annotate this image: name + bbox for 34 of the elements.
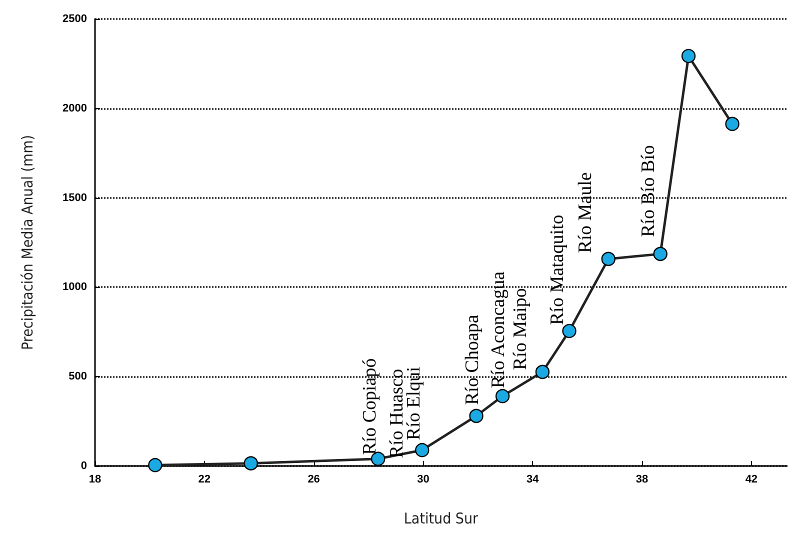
x-tick-label: 34 [526,474,540,486]
point [244,456,258,470]
annotation: Río Mataquito [546,214,568,326]
annotation: Río Copiapó [360,358,381,455]
y-tick-label: 1000 [62,281,87,294]
x-tick-label: 18 [88,474,102,486]
annotation: Río Choapa [462,314,483,405]
point [469,408,484,424]
annotation: Río Aconcagua [488,270,510,388]
y-tick-label: 500 [68,370,87,383]
annotation: Río Maule [574,172,596,253]
y-axis-title: Precipitación Media Anual (mm) [18,135,36,350]
y-tick-label: 2500 [62,13,87,25]
annotation: Río Elqui [404,366,425,440]
point [495,388,510,404]
x-axis-title: Latitud Sur [404,510,479,528]
point [148,458,162,472]
x-tick-label: 30 [417,474,430,486]
point [681,48,696,64]
point [725,116,740,132]
annotation: Río Bío Bío [638,145,659,237]
x-tick-label: 38 [636,474,648,486]
y-tick-label: 2000 [62,102,87,114]
x-tick-label: 26 [308,474,320,486]
x-tick-label: 42 [745,474,758,486]
point [535,364,550,380]
y-tick-label: 1500 [62,192,87,204]
x-tick-label: 22 [198,474,211,486]
y-tick-label: 0 [80,460,87,472]
point [415,442,430,458]
point [562,324,576,338]
point [653,246,668,262]
point [601,252,616,266]
annotation: Río Maipo [510,288,531,370]
